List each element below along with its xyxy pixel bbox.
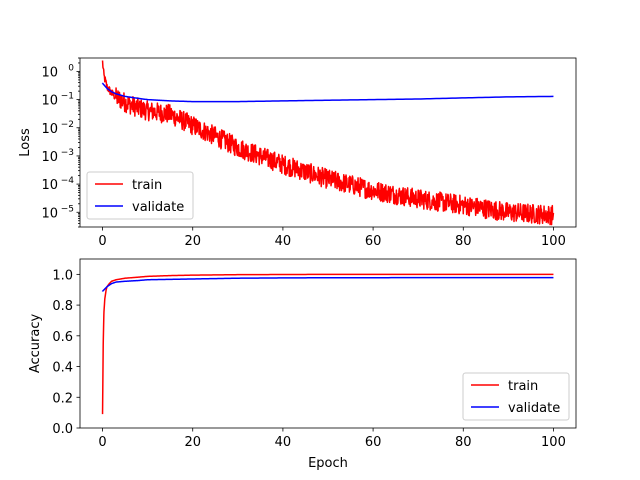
accuracy-chart: 0 20 40 60 80 100 0.0 0.2 0.4 0.6 0.8 1.0 Accuracy… — [28, 258, 577, 471]
loss-series-layer — [101, 60, 555, 226]
y-tick-label: 0.0 — [52, 422, 73, 437]
x-tick-label: 100 — [541, 435, 566, 450]
x-tick-label: 40 — [275, 435, 292, 450]
y-tick-exponent: −5 — [61, 204, 74, 214]
y-tick-label: 0.8 — [52, 299, 73, 314]
y-tick-label: 0.2 — [52, 391, 73, 406]
x-tick-label: 60 — [365, 435, 382, 450]
y-tick-label: 0.6 — [52, 330, 73, 345]
accuracy-y-axis: 0.0 0.2 0.4 0.6 0.8 1.0 — [52, 268, 80, 437]
legend-label-train: train — [508, 379, 538, 394]
x-tick-label: 80 — [455, 234, 472, 249]
y-tick-label: 10 — [41, 206, 58, 221]
loss-legend: train validate — [86, 171, 194, 220]
y-tick-exponent: 0 — [68, 63, 74, 73]
series-line-train — [101, 60, 555, 226]
y-tick-label: 10 — [41, 150, 58, 165]
accuracy-axes-frame — [79, 258, 577, 429]
x-tick-label: 100 — [541, 234, 566, 249]
y-tick-label: 1.0 — [52, 268, 73, 283]
series-line-validate — [101, 276, 554, 292]
y-tick-exponent: −3 — [61, 148, 74, 158]
series-line-validate — [101, 82, 554, 103]
y-tick-label: 10 — [41, 65, 58, 80]
legend-label-validate: validate — [508, 401, 560, 416]
x-tick-label: 20 — [184, 435, 201, 450]
x-tick-label: 0 — [98, 435, 106, 450]
loss-x-axis: 0 20 40 60 80 100 — [98, 227, 566, 249]
legend-label-train: train — [132, 178, 162, 193]
accuracy-x-axis-label: Epoch — [308, 456, 348, 471]
y-tick-exponent: −2 — [61, 120, 74, 130]
accuracy-series-layer — [101, 273, 554, 415]
loss-y-axis-label: Loss — [18, 128, 33, 157]
accuracy-legend: train validate — [462, 372, 570, 421]
accuracy-x-axis: 0 20 40 60 80 100 — [98, 428, 566, 450]
y-tick-exponent: −1 — [61, 92, 74, 102]
x-tick-label: 40 — [275, 234, 292, 249]
x-tick-label: 60 — [365, 234, 382, 249]
x-tick-label: 0 — [98, 234, 106, 249]
y-tick-label: 0.4 — [52, 361, 73, 376]
y-tick-label: 10 — [41, 94, 58, 109]
y-tick-label: 10 — [41, 178, 58, 193]
x-tick-label: 80 — [455, 435, 472, 450]
accuracy-y-axis-label: Accuracy — [28, 314, 43, 374]
y-tick-exponent: −4 — [61, 176, 75, 186]
x-tick-label: 20 — [184, 234, 201, 249]
y-tick-label: 10 — [41, 122, 58, 137]
legend-label-validate: validate — [132, 200, 184, 215]
